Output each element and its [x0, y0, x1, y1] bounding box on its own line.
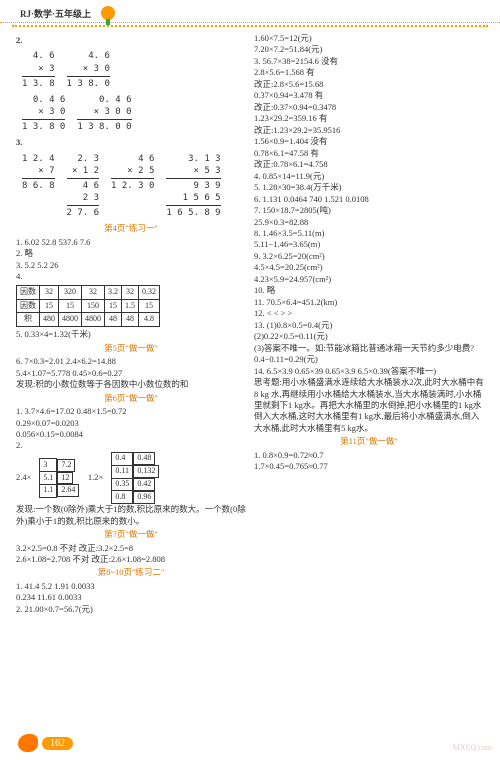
line: 改正:0.78×6.1=4.758	[254, 159, 484, 170]
line: 0.056×0.15=0.0084	[16, 429, 246, 440]
line: 10. 略	[254, 285, 484, 296]
line: 4. 0.85×14=11.9(元)	[254, 171, 484, 182]
flower-icon	[101, 6, 115, 20]
calc-group-2: 4. 6× 31 3. 8 4. 6× 3 01 3 8. 0	[16, 48, 246, 91]
line: 6. 7×0.3=2.01 2.4×6.2=14.88	[16, 356, 246, 367]
line: 思考题:用小水桶盛满水连续给大水桶装水2次,此时大水桶中有8 kg 水,再继续用…	[254, 377, 484, 434]
heading-p8: 第8~10页"练习二"	[16, 567, 246, 578]
line: 25.9×0.3=82.88	[254, 217, 484, 228]
line: 5. 1.28×30=38.4(万千米)	[254, 182, 484, 193]
line: 2.8×5.6=1.568 有	[254, 67, 484, 78]
line: 11. 70.5×6.4=451.2(km)	[254, 297, 484, 308]
line: 3.2×2.5=0.8 不对 改正:3.2×2.5=8	[16, 543, 246, 554]
content-columns: 2. 4. 6× 31 3. 8 4. 6× 3 01 3 8. 0 0. 4 …	[0, 29, 500, 619]
line: 2.6×1.08=2.708 不对 改正:2.6×1.08=2.808	[16, 554, 246, 565]
heading-p6: 第6页"做一做"	[16, 393, 246, 404]
line: 14. 6.5×3.9 0.65×39 0.65×3.9 6.5×0.39(答案…	[254, 366, 484, 377]
line: 12. < < > >	[254, 308, 484, 319]
line: 0.29×0.07=0.0203	[16, 418, 246, 429]
line: 4.	[16, 271, 246, 282]
line: 2.	[16, 440, 246, 451]
label: 1.2×	[88, 472, 103, 483]
line: 2. 略	[16, 248, 246, 259]
bird-icon	[18, 734, 38, 752]
left-column: 2. 4. 6× 31 3. 8 4. 6× 3 01 3 8. 0 0. 4 …	[12, 33, 250, 615]
line: 1.23×29.2=359.16 有	[254, 113, 484, 124]
watermark: MXEQ.com	[453, 743, 492, 752]
line: 1.7×0.45=0.765≈0.77	[254, 461, 484, 472]
line: 0.78×6.1=47.58 有	[254, 148, 484, 159]
page-footer: 162	[18, 734, 73, 752]
label: 2.4×	[16, 472, 31, 483]
calc-block: 4 6× 2 51 2. 3 0	[111, 153, 154, 220]
right-column: 1.60×7.5=12(元) 7.20×7.2=51.84(元) 3. 56.7…	[250, 33, 488, 615]
line: 4.5×4.5=20.25(cm²)	[254, 262, 484, 273]
line: (3)答案不唯一。如:节能冰箱比普通冰箱一天节约多少电费?	[254, 343, 484, 354]
line: 改正:1.23×29.2=35.9516	[254, 125, 484, 136]
calc-block: 0. 4 6× 3 0 01 3 8. 0 0	[77, 94, 131, 133]
line: 发现:积的小数位数等于各因数中小数位数的和	[16, 379, 246, 390]
line: 0.234 11.61 0.0033	[16, 592, 246, 603]
calc-group-2b: 0. 4 6× 3 01 3. 8 0 0. 4 6× 3 0 01 3 8. …	[16, 92, 246, 135]
calc-block: 3. 1 3× 5 39 3 91 5 6 51 6 5. 8 9	[166, 153, 220, 220]
mini-table-a: 37.2 5.112 1.12.64	[39, 458, 80, 497]
line: 3. 56.7×38=2154.6 没有	[254, 56, 484, 67]
line: 0.4−0.11=0.29(元)	[254, 354, 484, 365]
mini-tables: 2.4× 37.2 5.112 1.12.64 1.2× 0.40.48 0.1…	[16, 452, 246, 504]
line: 1. 41.4 5.2 1.91 0.0033	[16, 581, 246, 592]
line: 8. 1.46×3.5=5.11(m)	[254, 228, 484, 239]
line: 0.37×0.94=3.478 有	[254, 90, 484, 101]
calc-block: 2. 3× 1 24 62 32 7. 6	[67, 153, 100, 220]
line: (2)0.22×0.5=0.11(元)	[254, 331, 484, 342]
line: 5. 0.33×4=1.32(千米)	[16, 329, 246, 340]
calc-block: 0. 4 6× 3 01 3. 8 0	[22, 94, 65, 133]
calc-block: 4. 6× 31 3. 8	[22, 50, 55, 89]
calc-block: 1 2. 4× 78 6. 8	[22, 153, 55, 220]
line: 7. 150×18.7=2805(吨)	[254, 205, 484, 216]
heading-p7: 第7页"做一做"	[16, 529, 246, 540]
table-4: 因数32320323.2320.32 因数1515150151.515 积480…	[16, 285, 160, 327]
line: 1. 0.8×0.9=0.72≈0.7	[254, 450, 484, 461]
line: 4.23×5.9=24.957(cm²)	[254, 274, 484, 285]
heading-p11: 第11页"做一做"	[254, 436, 484, 447]
line: 9. 3.2×6.25=20(cm²)	[254, 251, 484, 262]
line: 7.20×7.2=51.84(元)	[254, 44, 484, 55]
calc-group-3: 1 2. 4× 78 6. 8 2. 3× 1 24 62 32 7. 6 4 …	[16, 151, 246, 222]
line: 6. 1.131 0.0464 740 1.521 0.0108	[254, 194, 484, 205]
line: 2. 21.00×0.7=56.7(元)	[16, 604, 246, 615]
line: 5.4×1.07=5.778 0.45×0.6=0.27	[16, 368, 246, 379]
header-title: RJ·数学·五年级上	[20, 7, 91, 20]
page-number: 162	[42, 737, 73, 750]
line: 改正:0.37×0.94=0.3478	[254, 102, 484, 113]
item-3: 3.	[16, 137, 22, 147]
line: 13. (1)0.8×0.5=0.4(元)	[254, 320, 484, 331]
heading-p5: 第5页"做一做"	[16, 343, 246, 354]
divider	[12, 25, 488, 27]
line: 5.11−1.46=3.65(m)	[254, 239, 484, 250]
line: 1. 3.7×4.6=17.02 0.48×1.5=0.72	[16, 406, 246, 417]
heading-p4: 第4页"练习一"	[16, 223, 246, 234]
line: 1.60×7.5=12(元)	[254, 33, 484, 44]
line: 改正:2.8×5.6=15.68	[254, 79, 484, 90]
page-header: RJ·数学·五年级上	[0, 0, 500, 23]
mini-table-b: 0.40.48 0.110.132 0.350.42 0.80.96	[111, 452, 160, 504]
item-2: 2.	[16, 35, 22, 45]
line: 1. 6.02 52.8 537.6 7.6	[16, 237, 246, 248]
line: 3. 5.2 5.2 26	[16, 260, 246, 271]
line: 发现:一个数(0除外)乘大于1的数,积比原来的数大。一个数(0除外)乘小于1的数…	[16, 504, 246, 527]
calc-block: 4. 6× 3 01 3 8. 0	[67, 50, 110, 89]
line: 1.56×0.9=1.404 没有	[254, 136, 484, 147]
